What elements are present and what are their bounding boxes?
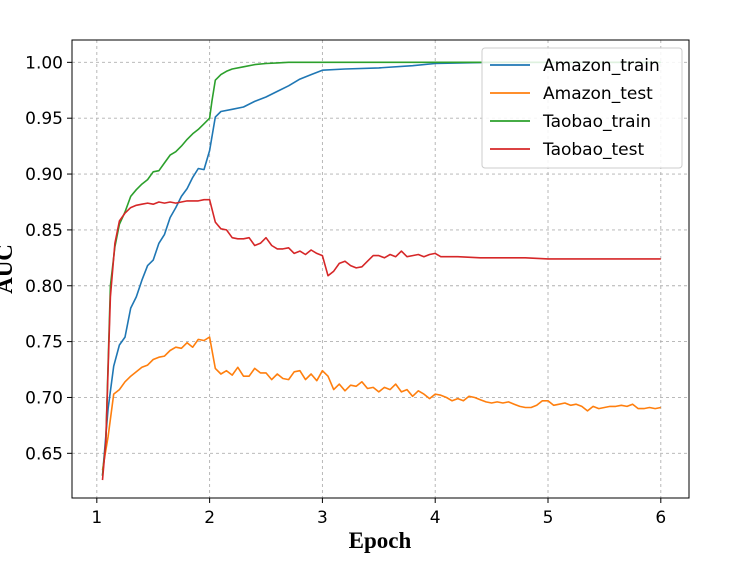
series-line-amazon-test [101, 336, 661, 471]
y-axis-ticks: 0.65 0.70 0.75 0.80 0.85 0.90 0.95 1.00 [25, 53, 72, 464]
y-tick-label: 0.65 [25, 444, 63, 464]
y-tick-label: 0.95 [25, 109, 63, 129]
x-axis-label: Epoch [349, 528, 412, 553]
y-tick-label: 1.00 [25, 53, 63, 73]
y-tick-label: 0.70 [25, 388, 63, 408]
legend-box [481, 47, 683, 169]
legend: Amazon_train Amazon_test Taobao_train Taoba… [481, 47, 683, 169]
legend-label: Amazon_test [543, 84, 653, 104]
series-lines [101, 61, 661, 481]
plot-frame [71, 39, 690, 499]
x-tick-label: 2 [204, 508, 215, 528]
y-tick-label: 0.80 [25, 277, 63, 297]
y-axis-label: AUC [0, 244, 17, 294]
x-tick-label: 1 [91, 508, 102, 528]
y-tick-label: 0.75 [25, 333, 63, 353]
series-line-taobao-train [101, 61, 661, 476]
series-line-taobao-test [101, 198, 661, 481]
x-tick-label: 4 [430, 508, 441, 528]
x-axis-ticks: 1 2 3 4 5 6 [91, 498, 666, 528]
legend-label: Amazon_train [543, 56, 660, 76]
legend-label: Taobao_train [542, 112, 651, 132]
y-tick-label: 0.90 [25, 165, 63, 185]
series-line-amazon-train [101, 61, 661, 476]
x-tick-label: 3 [317, 508, 328, 528]
x-tick-label: 6 [655, 508, 666, 528]
y-tick-label: 0.85 [25, 221, 63, 241]
legend-label: Taobao_test [542, 140, 644, 160]
x-tick-label: 5 [543, 508, 554, 528]
